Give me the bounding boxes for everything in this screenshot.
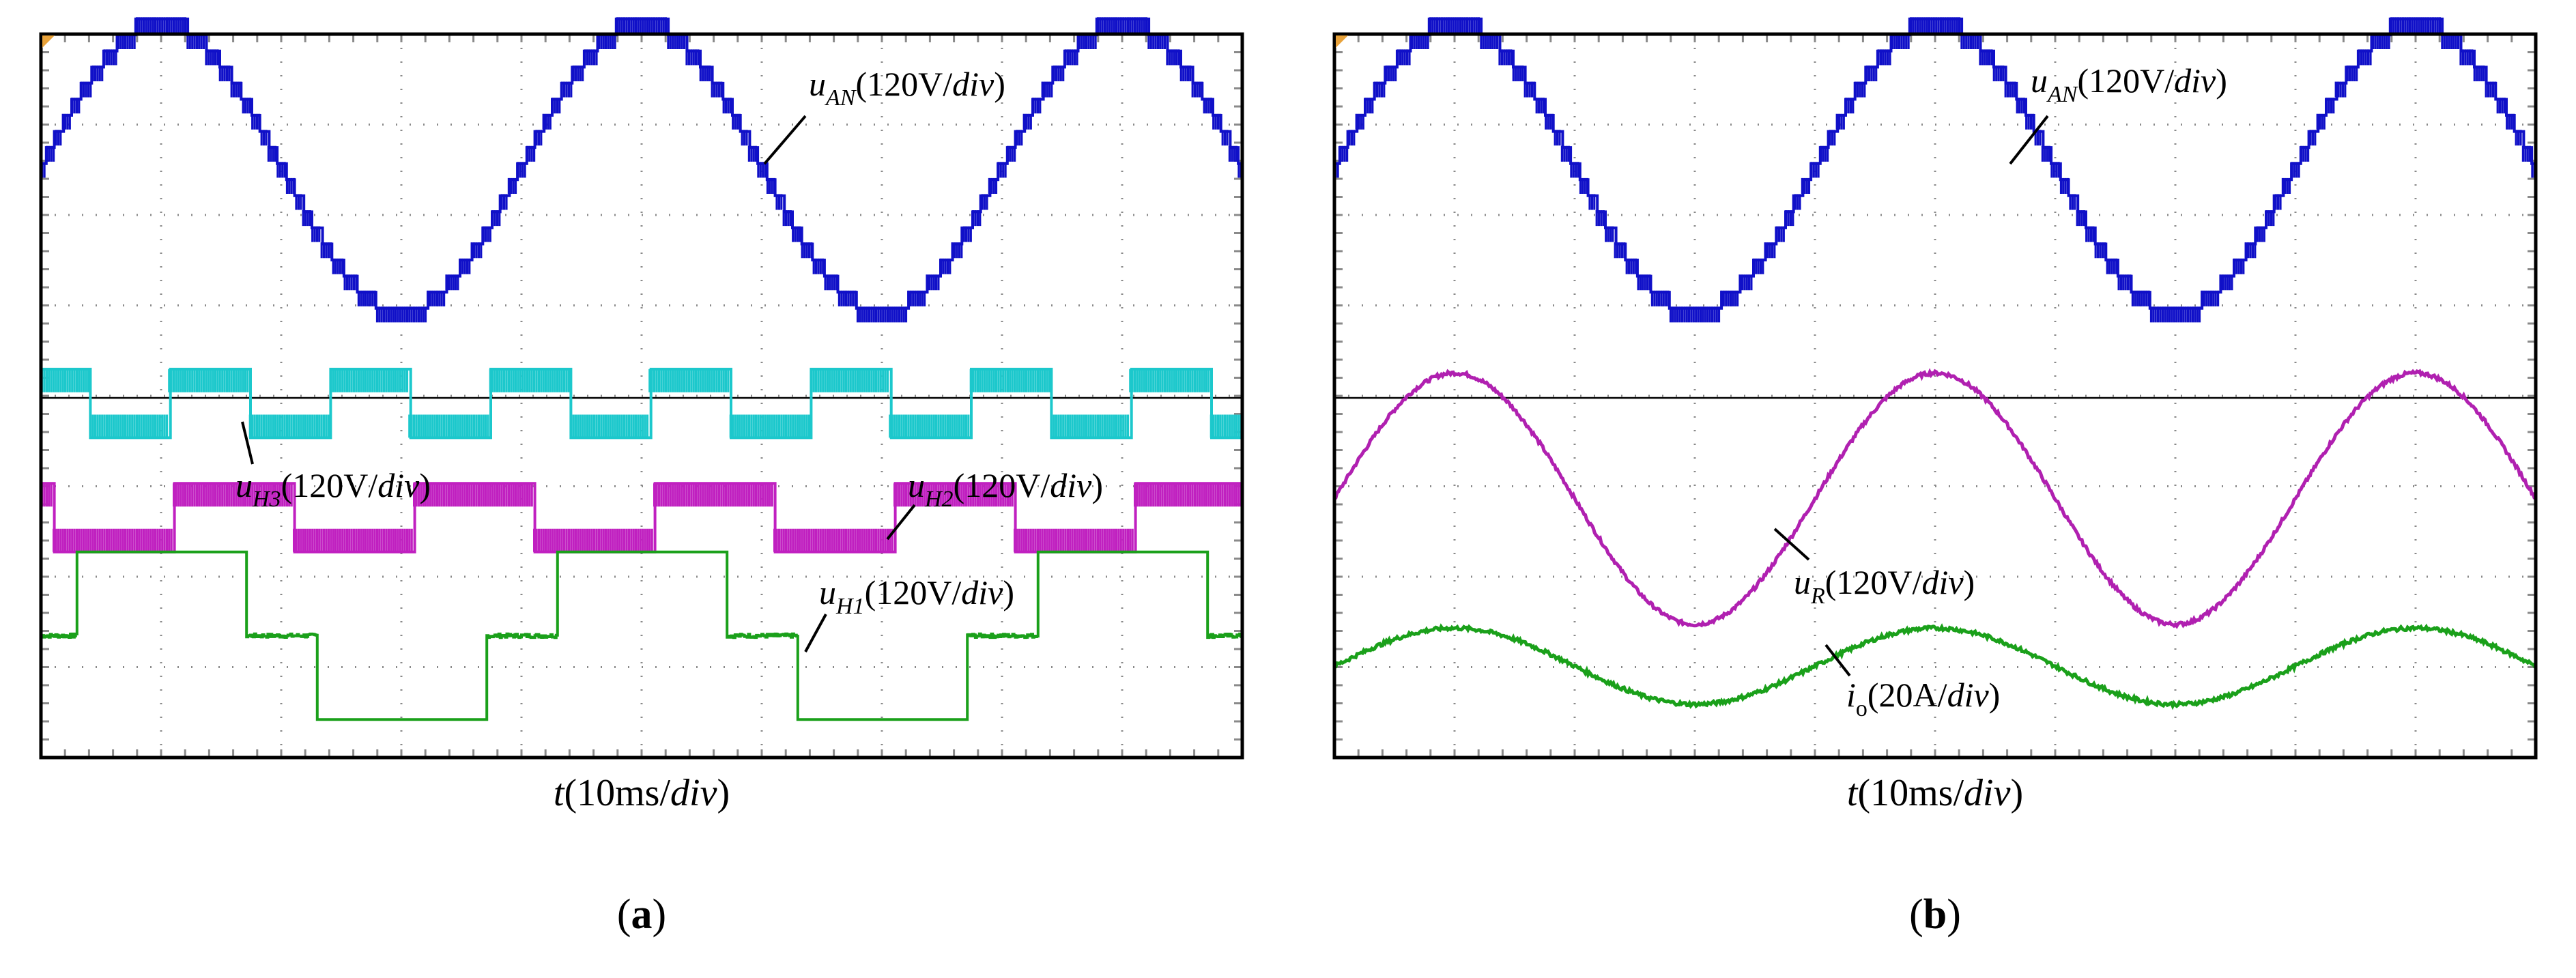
svg-text:uH1(120V/div): uH1(120V/div) <box>819 573 1014 619</box>
trace-o-b <box>1334 623 2537 710</box>
trace-r-b <box>1333 368 2537 629</box>
panel-a: uAN(120V/div) uH3(120V/div) uH2(120V/div… <box>39 17 1244 938</box>
panel-b: uAN(120V/div) uR(120V/div) io(20A/div) t… <box>1332 17 2538 938</box>
svg-text:uH2(120V/div): uH2(120V/div) <box>908 466 1103 512</box>
x-axis-label-b: t(10ms/div) <box>1847 772 2023 814</box>
svg-text:uR(120V/div): uR(120V/div) <box>1794 563 1975 609</box>
label-uR-b: uR(120V/div) <box>1773 528 1975 609</box>
svg-text:io(20A/div): io(20A/div) <box>1846 676 2000 721</box>
label-uH1-a: uH1(120V/div) <box>804 573 1014 652</box>
trigger-marker-b <box>1336 35 1348 48</box>
grid-a <box>40 33 1244 759</box>
caption-b: (b) <box>1909 891 1961 938</box>
trace-pwm-an-b <box>1334 17 2536 323</box>
plot-frame-b <box>1332 32 2538 760</box>
label-uH3-a: uH3(120V/div) <box>235 421 431 512</box>
traces-a <box>41 17 1244 721</box>
label-io-b: io(20A/div) <box>1824 644 2000 721</box>
label-uH2-a: uH2(120V/div) <box>886 466 1103 541</box>
trace-h1-a <box>41 550 1244 721</box>
label-uAN-a: uAN(120V/div) <box>763 65 1005 165</box>
svg-text:uH3(120V/div): uH3(120V/div) <box>235 466 431 512</box>
grid-b <box>1333 33 2537 759</box>
svg-text:uAN(120V/div): uAN(120V/div) <box>809 65 1005 111</box>
plot-frame-a <box>39 32 1244 760</box>
trace-pwm-an-a <box>41 17 1242 323</box>
traces-b <box>1333 17 2537 710</box>
x-axis-label-a: t(10ms/div) <box>554 772 730 814</box>
svg-text:uAN(120V/div): uAN(120V/div) <box>2031 61 2227 107</box>
caption-a: (a) <box>617 891 666 938</box>
trigger-marker-a <box>42 35 55 48</box>
label-uAN-b: uAN(120V/div) <box>2009 61 2227 165</box>
